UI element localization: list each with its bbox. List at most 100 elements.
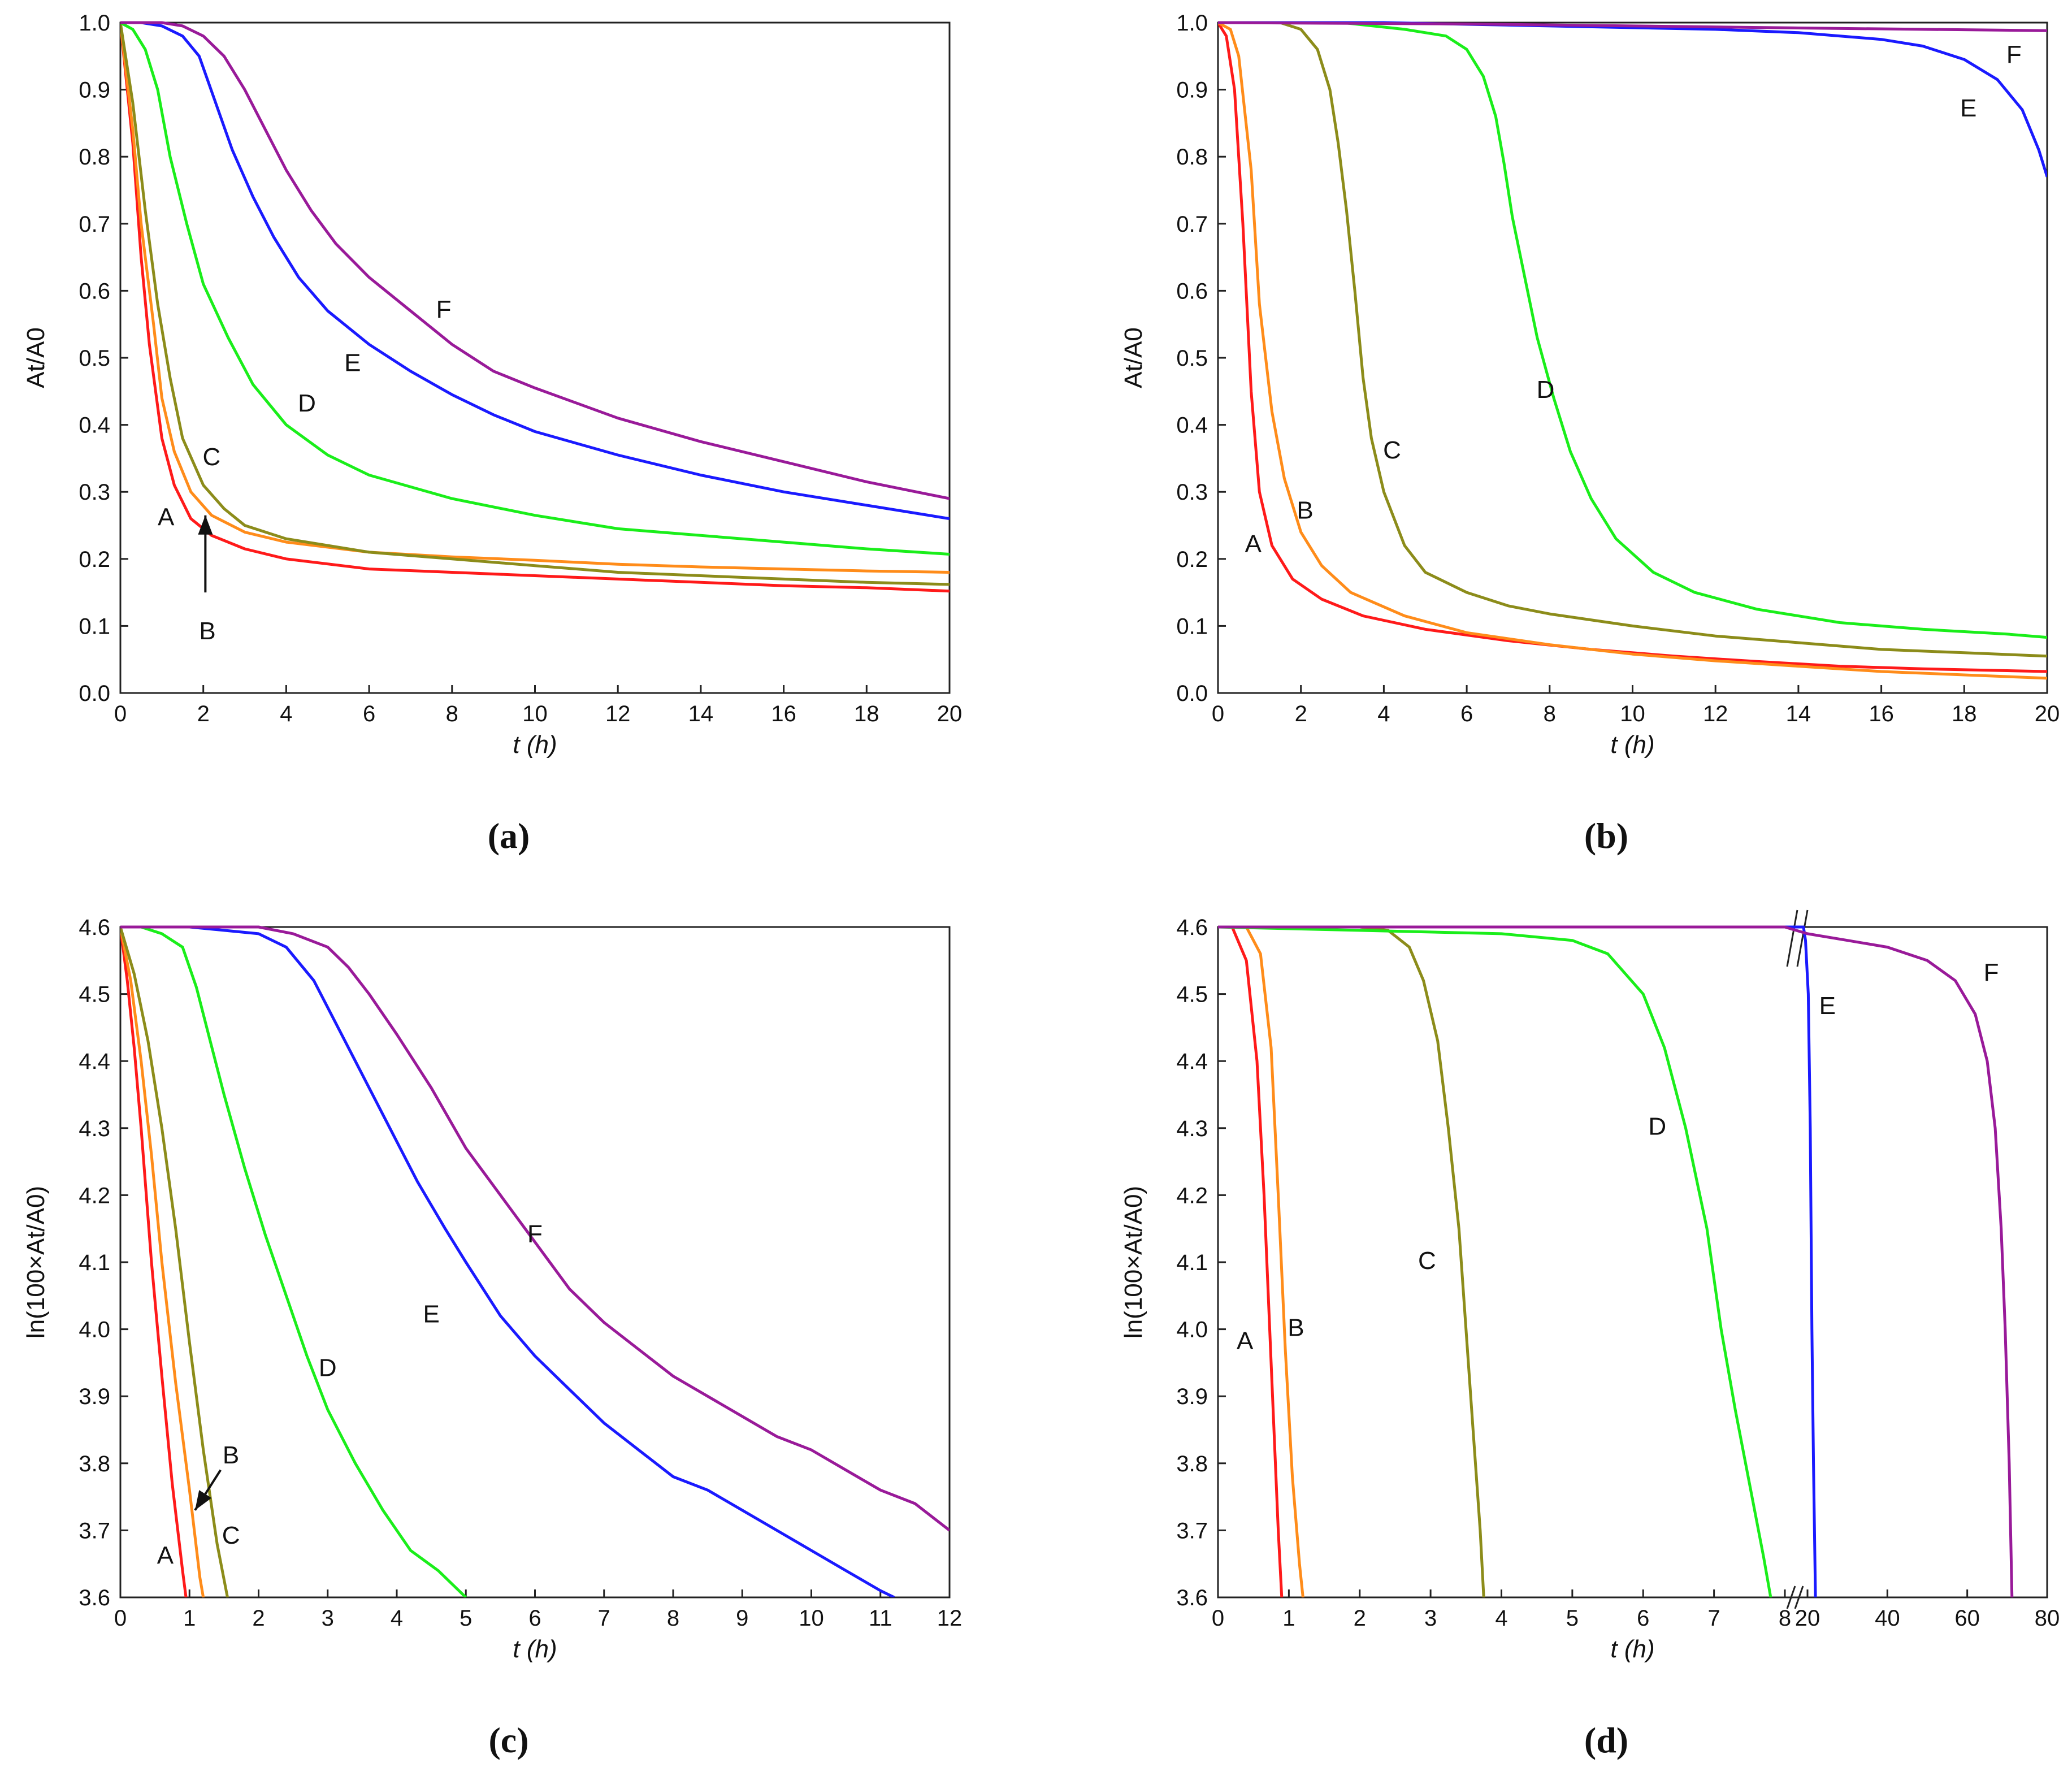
series-line-A: [1218, 925, 1284, 1597]
plot-frame: [1217, 926, 2048, 1599]
series-line-B: [120, 22, 950, 574]
x-tick-label: 12: [937, 1606, 963, 1631]
series-line-F: [1218, 21, 2047, 32]
series-line-D: [120, 925, 467, 1597]
y-tick-label: 1.0: [1176, 11, 1208, 36]
series-line-E: [1218, 925, 1817, 1597]
y-tick-label: 3.6: [1176, 1586, 1208, 1610]
y-tick-label: 4.5: [1176, 982, 1208, 1007]
y-tick-label: 4.4: [79, 1049, 110, 1074]
y-tick-label: 0.6: [1176, 279, 1208, 304]
x-tick-label: 0: [1212, 701, 1224, 726]
curve-label-A: A: [157, 1542, 174, 1570]
y-tick-label: 3.7: [1176, 1518, 1208, 1543]
x-tick-label: 3: [322, 1606, 334, 1631]
y-tick-label: 0.6: [79, 279, 110, 304]
curve-label-C: C: [1418, 1247, 1436, 1275]
y-tick-label: 4.2: [79, 1183, 110, 1208]
series-line-A: [1218, 21, 2047, 673]
x-tick-label: 16: [771, 701, 796, 726]
y-tick-label: 0.5: [79, 346, 110, 371]
x-tick-label: 60: [1954, 1606, 1980, 1631]
curve-label-F: F: [436, 296, 452, 323]
series-line-C: [120, 926, 229, 1597]
x-tick-label: 4: [280, 701, 292, 726]
x-tick-label: 1: [1282, 1606, 1295, 1631]
y-axis-label: ln(100×At/A0): [1120, 1186, 1147, 1339]
series-line-C: [1218, 21, 2047, 658]
x-tick-label: 2: [197, 701, 210, 726]
y-axis-label: ln(100×At/A0): [22, 1186, 50, 1339]
y-tick-label: 4.0: [1176, 1318, 1208, 1342]
panel-label: (b): [1584, 816, 1628, 856]
x-tick-label: 8: [667, 1606, 679, 1631]
curve-label-F: F: [2006, 41, 2022, 68]
y-tick-label: 0.3: [1176, 480, 1208, 505]
x-tick-label: 12: [605, 701, 631, 726]
plot-frame: [119, 21, 951, 694]
curve-label-F: F: [527, 1220, 543, 1247]
y-tick-label: 0.7: [79, 212, 110, 237]
y-tick-label: 4.5: [79, 982, 110, 1007]
y-tick-label: 0.4: [1176, 413, 1208, 438]
series-line-A: [120, 926, 188, 1597]
x-tick-label: 7: [598, 1606, 610, 1631]
y-tick-label: 0.0: [79, 681, 110, 706]
chart-panel-d: 3.6 3.7 3.8 3.9 4.0 4.1 4.2 4.3 4.4 4.5 4.6 0 1 2 3 4 5 6…: [1120, 909, 2060, 1760]
curve-label-E: E: [423, 1301, 439, 1328]
panel-label: (a): [488, 816, 530, 856]
x-tick-label: 20: [937, 701, 963, 726]
chart-panel-a: 0.0 0.1 0.2 0.3 0.4 0.5 0.6 0.7 0.8 0.9 1.0 0 2 4 6 8 10…: [22, 11, 962, 856]
x-tick-label: 2: [1354, 1606, 1366, 1631]
y-tick-label: 4.3: [79, 1116, 110, 1141]
curve-label-B: B: [1288, 1314, 1304, 1341]
series-line-B: [120, 926, 205, 1597]
curve-label-D: D: [298, 389, 316, 417]
curve-label-C: C: [1383, 436, 1401, 464]
curve-label-E: E: [1819, 992, 1836, 1020]
x-tick-label: 18: [854, 701, 879, 726]
curve-label-A: A: [158, 504, 175, 531]
x-tick-label: 8: [1779, 1606, 1791, 1631]
y-tick-label: 4.6: [1176, 915, 1208, 940]
y-tick-label: 4.6: [79, 915, 110, 940]
x-tick-label: 1: [183, 1606, 196, 1631]
series-line-E: [120, 21, 950, 521]
series-line-D: [1218, 925, 1772, 1597]
curve-label-D: D: [1537, 376, 1555, 404]
x-axis-label: t (h): [1610, 731, 1654, 759]
x-tick-label: 6: [363, 701, 375, 726]
y-tick-label: 3.8: [1176, 1452, 1208, 1476]
y-tick-label: 0.9: [79, 78, 110, 103]
x-tick-label: 5: [460, 1606, 472, 1631]
x-tick-label: 10: [799, 1606, 824, 1631]
y-tick-label: 0.2: [79, 547, 110, 572]
y-tick-label: 4.3: [1176, 1116, 1208, 1141]
x-tick-label: 14: [688, 701, 714, 726]
plot-frame: [119, 926, 951, 1599]
x-tick-label: 5: [1566, 1606, 1579, 1631]
x-tick-label: 3: [1424, 1606, 1437, 1631]
y-tick-label: 3.9: [79, 1384, 110, 1409]
series-line-A: [120, 22, 950, 593]
y-tick-label: 4.1: [1176, 1250, 1208, 1275]
y-tick-label: 0.9: [1176, 78, 1208, 103]
y-tick-label: 4.1: [79, 1250, 110, 1275]
curve-label-B: B: [223, 1441, 239, 1469]
y-tick-label: 4.0: [79, 1318, 110, 1342]
x-axis-label: t (h): [513, 1635, 557, 1663]
series-line-B: [1218, 21, 2047, 680]
x-tick-label: 8: [1544, 701, 1556, 726]
chart-panel-c: 3.63.73.83.94.04.14.24.34.44.54.60 1 2 3 4 5 6…: [22, 915, 962, 1760]
x-tick-label: 8: [446, 701, 458, 726]
y-tick-label: 4.2: [1176, 1183, 1208, 1208]
curve-label-F: F: [1984, 959, 1999, 986]
y-tick-label: 0.4: [79, 413, 110, 438]
y-axis-label: At/A0: [22, 327, 50, 388]
x-axis-label: t (h): [513, 731, 557, 759]
x-tick-label: 7: [1708, 1606, 1720, 1631]
series-line-E: [1218, 21, 2047, 177]
curve-label-B: B: [1297, 497, 1313, 525]
x-tick-label: 20: [1795, 1606, 1820, 1631]
curve-label-A: A: [1245, 530, 1262, 558]
